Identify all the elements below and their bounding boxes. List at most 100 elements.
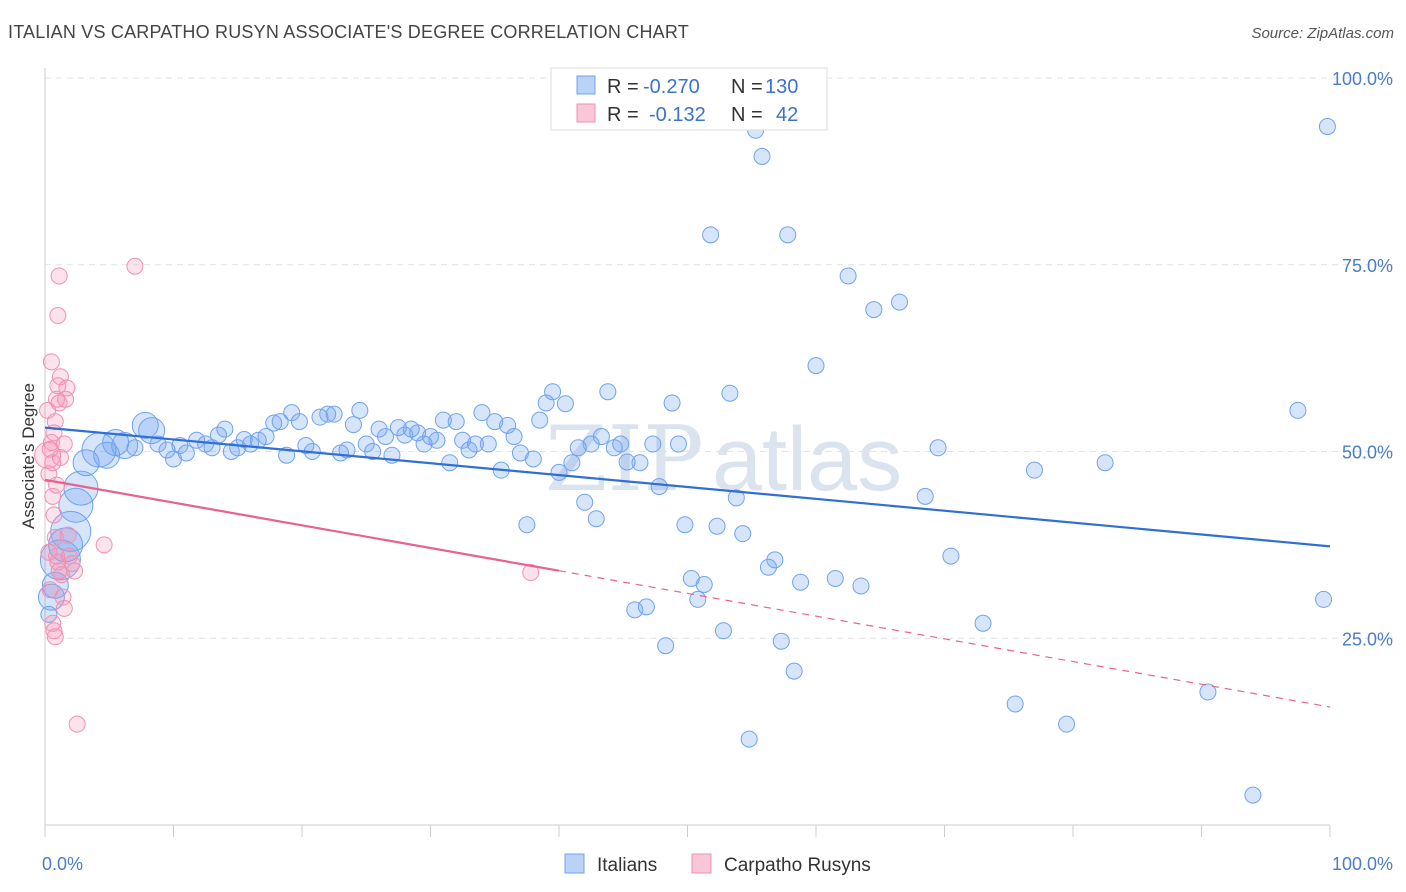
carpatho-rusyns-point-33	[95, 536, 113, 554]
italians-point-115	[807, 357, 825, 375]
carpatho-rusyns-point-14	[46, 528, 64, 546]
italians-point-106	[740, 730, 758, 748]
legend-swatch-carpatho-rusyns	[576, 103, 596, 123]
italians-point-58	[434, 411, 452, 429]
italians-point-87	[618, 453, 636, 471]
italians-point-122	[929, 439, 947, 457]
carpatho-rusyns-trend-line	[44, 478, 560, 572]
italians-point-114	[792, 573, 810, 591]
italians-point-61	[454, 431, 472, 449]
italians-point-95	[670, 435, 688, 453]
italians-point-65	[479, 435, 497, 453]
italians-point-72	[524, 450, 542, 468]
italians-point-128	[1096, 454, 1114, 472]
correlation-legend: R = -0.270 N = 130 R = -0.132 N = 42	[550, 67, 828, 131]
italians-point-112	[779, 226, 797, 244]
italians-point-100	[702, 226, 720, 244]
legend-n-value-italians: 130	[765, 76, 798, 98]
italians-point-99	[695, 575, 713, 593]
italians-point-12	[111, 432, 139, 460]
carpatho-rusyns-point-27	[58, 379, 76, 397]
italians-point-71	[518, 516, 536, 534]
y-tick-label-0: 100.0%	[1332, 69, 1393, 89]
italians-point-6	[58, 487, 94, 523]
italians-point-86	[612, 435, 630, 453]
italians-point-37	[297, 437, 315, 455]
carpatho-rusyns-point-40	[55, 435, 73, 453]
italians-point-43	[338, 441, 356, 459]
italians-point-121	[916, 487, 934, 505]
italians-point-118	[852, 577, 870, 595]
italians-point-80	[576, 493, 594, 511]
italians-point-84	[599, 383, 617, 401]
italians-point-13	[126, 439, 144, 457]
italians-trend-line	[44, 426, 1331, 548]
italians-point-110	[766, 551, 784, 569]
x-tick-label-end: 100.0%	[1332, 854, 1393, 874]
italians-point-130	[1244, 786, 1262, 804]
italians-point-133	[1318, 118, 1336, 136]
italians-point-20	[177, 444, 195, 462]
y-tick-label-3: 25.0%	[1342, 629, 1393, 649]
carpatho-rusyns-point-34	[126, 257, 144, 275]
italians-point-83	[592, 428, 610, 446]
italians-point-104	[727, 489, 745, 507]
carpatho-rusyns-point-32	[68, 715, 86, 733]
italians-point-89	[631, 454, 649, 472]
italians-point-132	[1315, 590, 1333, 608]
legend-swatch-italians	[576, 75, 596, 95]
watermark-zip: ZIP	[545, 407, 704, 512]
carpatho-rusyns-points	[34, 257, 540, 733]
italians-point-105	[734, 525, 752, 543]
bottom-legend-label-italians: Italians	[597, 855, 657, 876]
legend-box	[550, 67, 828, 131]
x-tick-label-start: 0.0%	[42, 854, 83, 874]
italians-point-73	[531, 411, 549, 429]
italians-point-119	[865, 301, 883, 319]
legend-n-value-carpatho-rusyns: 42	[776, 104, 798, 126]
italians-point-113	[785, 662, 803, 680]
italians-point-90	[637, 598, 655, 616]
legend-r-value-carpatho-rusyns: -0.132	[649, 104, 706, 126]
italians-point-3	[39, 539, 81, 581]
italians-point-116	[826, 569, 844, 587]
italians-point-75	[544, 383, 562, 401]
italians-point-111	[772, 632, 790, 650]
carpatho-rusyns-point-37	[40, 543, 58, 561]
italians-point-57	[428, 431, 446, 449]
italians-point-52	[396, 426, 414, 444]
legend-r-value-italians: -0.270	[643, 76, 700, 98]
italians-point-33	[271, 413, 289, 431]
italians-point-96	[676, 516, 694, 534]
carpatho-rusyns-point-22	[45, 622, 63, 640]
carpatho-rusyns-point-24	[49, 307, 67, 325]
italians-point-45	[351, 401, 369, 419]
italians-point-108	[753, 147, 771, 165]
italians-point-59	[441, 454, 459, 472]
legend-r-label-italians: R =	[607, 76, 639, 98]
italians-point-77	[556, 395, 574, 413]
y-tick-label-2: 50.0%	[1342, 443, 1393, 463]
carpatho-rusyns-point-31	[66, 562, 84, 580]
italians-point-40	[319, 405, 337, 423]
carpatho-rusyns-point-25	[50, 267, 68, 285]
carpatho-rusyns-point-3	[42, 434, 60, 452]
italians-point-66	[486, 413, 504, 431]
carpatho-rusyns-point-23	[46, 628, 64, 646]
chart-title: ITALIAN VS CARPATHO RUSYN ASSOCIATE'S DE…	[8, 22, 689, 42]
italians-point-47	[364, 443, 382, 460]
italians-point-124	[974, 614, 992, 632]
italians-point-93	[657, 637, 675, 655]
carpatho-rusyns-point-12	[44, 487, 62, 505]
x-axis-ticks	[44, 825, 1331, 837]
chart-source: Source: ZipAtlas.com	[1251, 25, 1394, 42]
italians-point-131	[1289, 401, 1307, 419]
italians-point-25	[216, 420, 234, 438]
italians-point-125	[1006, 695, 1024, 713]
carpatho-rusyns-point-28	[59, 526, 77, 544]
italians-point-101	[708, 517, 726, 535]
carpatho-rusyns-point-15	[48, 547, 66, 565]
italians-point-82	[587, 510, 605, 528]
legend-r-label-carpatho-rusyns: R =	[607, 104, 639, 126]
series-legend: Italians Carpatho Rusyns	[564, 853, 871, 876]
